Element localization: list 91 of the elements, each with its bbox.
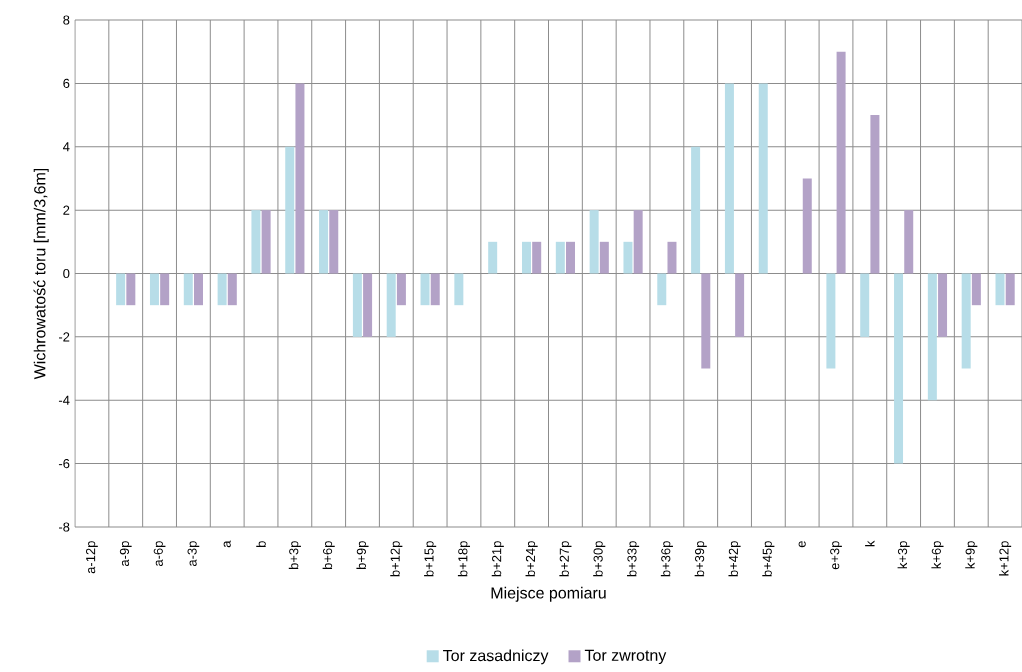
y-tick-label: 4 xyxy=(63,142,70,152)
bar xyxy=(623,241,633,274)
bar xyxy=(758,83,768,274)
bar xyxy=(126,273,136,306)
y-tick-label: 2 xyxy=(63,205,70,215)
x-tick-label: b+21p xyxy=(491,541,504,577)
bar xyxy=(329,210,339,274)
x-tick-label: a-9p xyxy=(119,541,132,567)
bar xyxy=(1005,273,1015,306)
x-tick-label: b+30p xyxy=(593,541,606,577)
x-tick-label: b+3p xyxy=(288,541,301,570)
legend-label: Tor zasadniczy xyxy=(443,649,549,665)
bar xyxy=(285,146,295,274)
bar xyxy=(251,210,261,274)
bar xyxy=(826,273,836,369)
x-tick-label: e+3p xyxy=(830,541,842,570)
bar xyxy=(454,273,464,306)
y-tick-label: -4 xyxy=(58,395,70,405)
bar xyxy=(522,241,531,274)
bar xyxy=(566,241,576,274)
bar xyxy=(633,210,643,274)
bar xyxy=(735,273,745,337)
x-tick-label: k+9p xyxy=(965,541,978,569)
x-tick-label: k+3p xyxy=(897,541,910,569)
x-tick-label: a xyxy=(223,540,231,548)
y-tick-label: -2 xyxy=(58,332,70,342)
x-tick-label: b xyxy=(256,541,266,547)
x-tick-label: a-3p xyxy=(187,541,200,567)
bar xyxy=(657,273,667,306)
bar xyxy=(532,241,542,274)
bar xyxy=(160,273,170,306)
bar xyxy=(927,273,937,401)
bar xyxy=(691,146,701,274)
bar xyxy=(149,273,159,306)
bar xyxy=(217,273,227,306)
x-tick-label: b+45p xyxy=(762,541,775,577)
x-tick-label: a-6p xyxy=(153,541,166,567)
bar xyxy=(724,83,734,274)
bar xyxy=(894,273,904,464)
x-tick-label: k+12p xyxy=(999,541,1012,576)
bar xyxy=(183,273,193,306)
bar xyxy=(870,115,880,274)
bar xyxy=(938,273,948,337)
x-axis-title: Miejsce pomiaru xyxy=(491,586,606,602)
x-tick-label: b+27p xyxy=(559,541,572,577)
x-tick-label: e xyxy=(798,541,806,548)
x-tick-label: b+18p xyxy=(457,541,471,577)
x-tick-label: k xyxy=(865,540,875,547)
x-tick-label: b+15p xyxy=(424,541,437,577)
bar xyxy=(295,83,305,274)
bar xyxy=(836,51,846,274)
y-tick-label: -8 xyxy=(58,522,70,532)
bar xyxy=(667,241,677,274)
legend-label: Tor zwrotny xyxy=(584,649,667,665)
x-tick-label: b+6p xyxy=(322,541,335,570)
bar xyxy=(904,210,914,274)
y-tick-label: 8 xyxy=(63,15,70,25)
y-axis-title: Wichrowatość toru [mm/3,6m] xyxy=(33,168,49,380)
bar xyxy=(430,273,440,306)
x-tick-label: k+6p xyxy=(931,541,944,569)
y-tick-label: 0 xyxy=(63,268,70,279)
bar xyxy=(227,273,237,306)
bar xyxy=(386,273,396,337)
bar xyxy=(488,241,498,274)
bar xyxy=(363,273,373,337)
bar xyxy=(420,273,430,306)
x-tick-label: b+36p xyxy=(660,541,673,577)
bar xyxy=(995,273,1005,306)
x-tick-label: b+24p xyxy=(525,541,538,577)
bar xyxy=(599,241,609,274)
bar xyxy=(352,273,362,337)
bar xyxy=(116,273,126,306)
bar xyxy=(971,273,981,306)
bar xyxy=(555,241,565,274)
x-tick-label: b+9p xyxy=(356,541,369,570)
bar xyxy=(261,210,271,274)
x-tick-label: b+39p xyxy=(694,541,707,577)
y-tick-label: -6 xyxy=(58,459,70,469)
bar xyxy=(396,273,406,306)
x-tick-label: b+42p xyxy=(728,541,741,577)
y-tick-label: 6 xyxy=(63,78,70,88)
bar xyxy=(193,273,203,306)
bar xyxy=(860,273,870,337)
bar xyxy=(802,178,812,274)
bar xyxy=(589,210,599,274)
bar xyxy=(319,210,329,274)
x-tick-label: b+33p xyxy=(627,541,640,577)
x-tick-label: a-12p xyxy=(86,541,98,574)
bar xyxy=(961,273,971,369)
x-tick-label: b+12p xyxy=(390,541,403,577)
bar xyxy=(701,273,711,369)
